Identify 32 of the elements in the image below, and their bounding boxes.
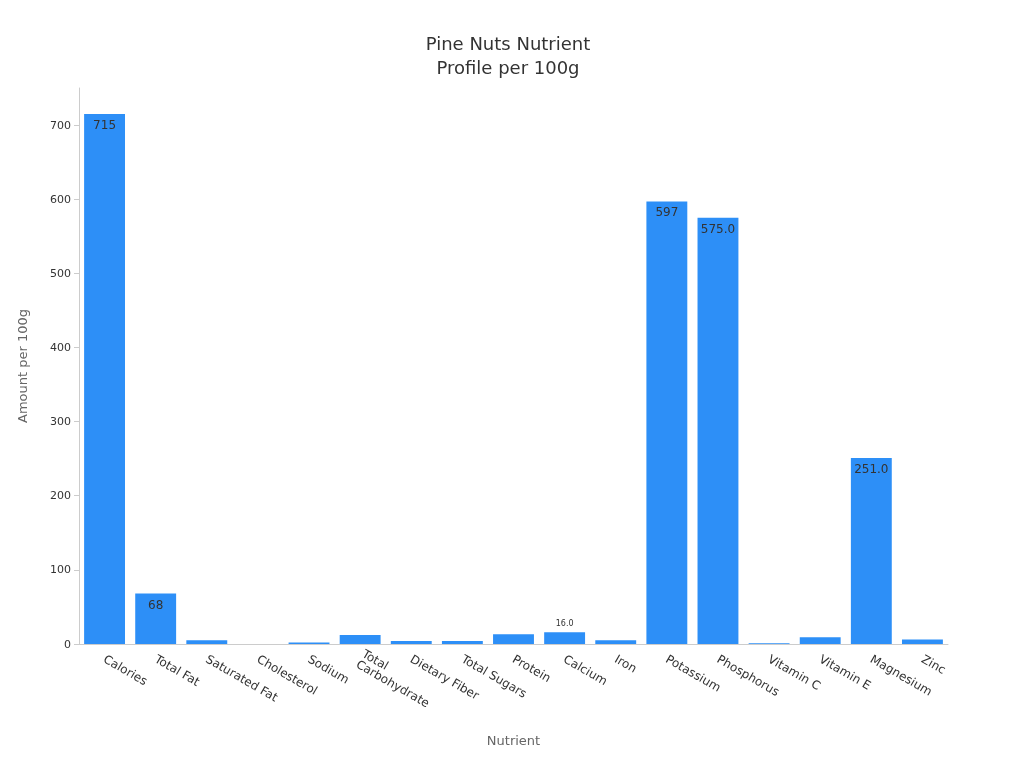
bar [339,635,381,644]
bar [850,457,892,644]
bar [84,113,126,644]
data-label: 16.0 [555,618,574,628]
bar [135,593,177,644]
bar [390,641,432,644]
y-tick-label: 500 [50,266,71,280]
bar [441,641,483,644]
y-tick-label: 400 [50,340,71,354]
data-label: 597 [655,205,679,220]
chart-title: Pine Nuts Nutrient Profile per 100g [425,32,591,78]
bar [493,634,534,644]
data-label: 251.0 [854,461,889,476]
bar [697,217,739,644]
y-axis-title: Amount per 100g [15,308,30,424]
y-tick-label: 700 [50,118,71,132]
bar [901,639,943,644]
y-tick-label: 600 [50,192,71,206]
x-axis-title: Nutrient [486,733,541,748]
y-tick-label: 0 [64,637,71,651]
data-label: 575.0 [700,221,736,236]
bar [595,640,637,644]
bar [799,637,841,644]
bar [186,640,228,644]
y-tick-label: 300 [50,415,71,429]
bar [544,632,586,644]
y-tick-label: 200 [50,489,71,503]
data-label: 68 [148,597,164,612]
data-label: 715 [93,117,117,132]
bar [646,201,688,644]
x-tick-label: Iron [612,651,640,676]
y-tick-label: 100 [50,563,71,577]
